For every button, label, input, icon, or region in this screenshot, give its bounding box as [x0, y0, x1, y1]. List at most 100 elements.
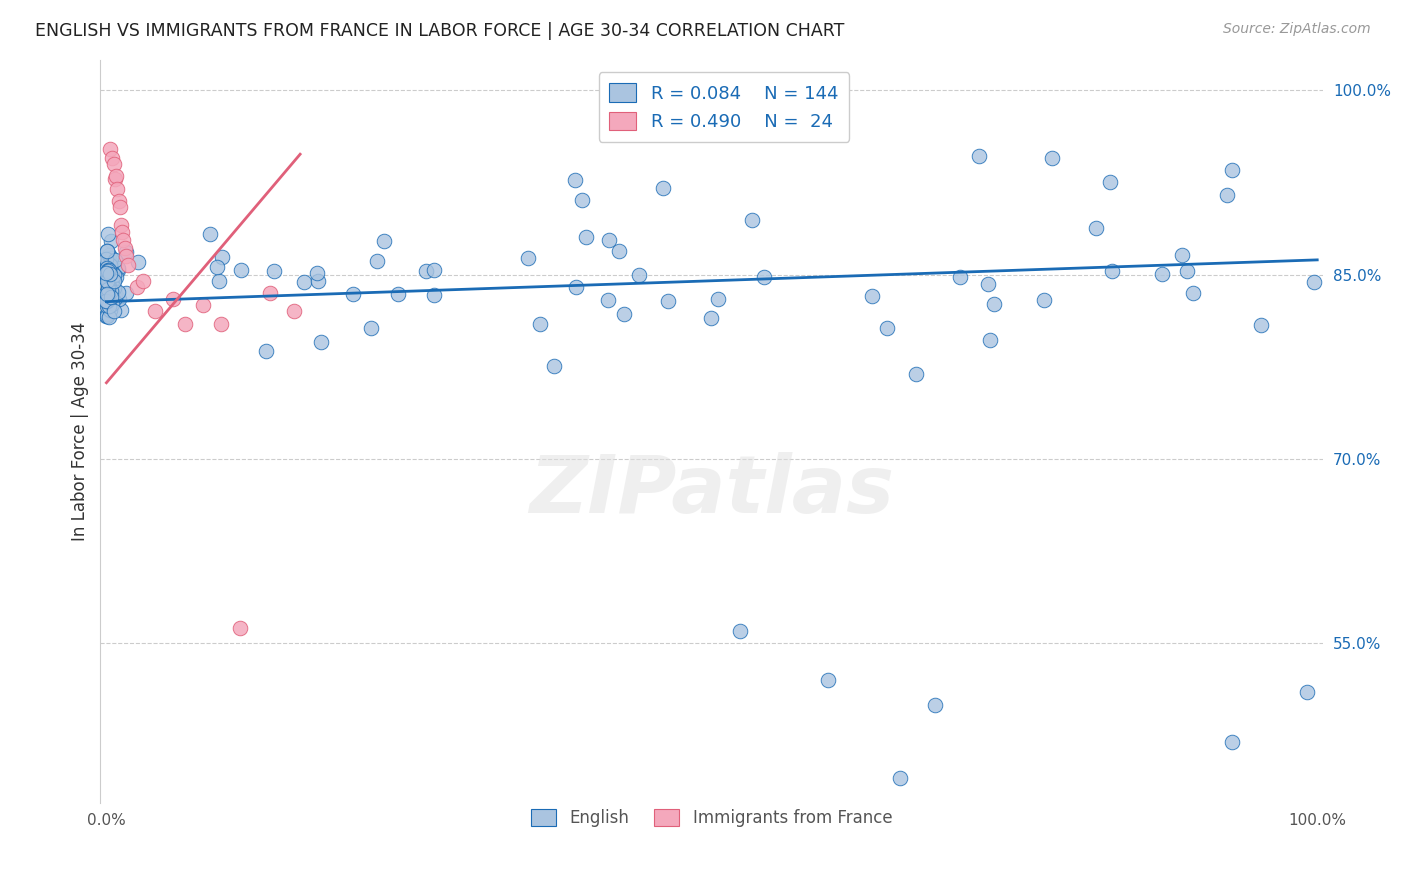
Point [97, 271, 120, 285]
Point [728, 624, 751, 638]
Point [103, 274, 125, 288]
Point [100, 272, 122, 286]
Point [104, 171, 127, 186]
Point [366, 254, 388, 268]
Point [96, 244, 118, 259]
Point [96, 260, 118, 275]
Point [211, 250, 233, 264]
Point [1296, 685, 1319, 699]
Point [193, 298, 215, 312]
Point [1040, 152, 1063, 166]
Point [967, 148, 990, 162]
Point [613, 307, 636, 321]
Point [111, 225, 134, 239]
Point [596, 293, 619, 307]
Point [309, 334, 332, 349]
Point [112, 233, 135, 247]
Point [96, 260, 118, 275]
Point [98, 299, 121, 313]
Point [108, 200, 131, 214]
Point [114, 241, 136, 255]
Point [207, 260, 229, 274]
Point [423, 263, 446, 277]
Point [977, 277, 1000, 292]
Point [97, 252, 120, 266]
Text: Source: ZipAtlas.com: Source: ZipAtlas.com [1223, 22, 1371, 37]
Point [100, 265, 122, 279]
Point [607, 244, 630, 258]
Point [96, 289, 118, 303]
Point [96, 292, 118, 306]
Point [125, 280, 148, 294]
Point [97, 260, 120, 274]
Point [96, 266, 118, 280]
Point [97, 274, 120, 288]
Point [97, 269, 120, 284]
Point [100, 284, 122, 298]
Point [97, 282, 120, 296]
Point [98, 310, 121, 324]
Point [700, 311, 723, 326]
Point [96, 265, 118, 279]
Point [292, 275, 315, 289]
Point [104, 286, 127, 301]
Point [104, 253, 127, 268]
Point [96, 297, 118, 311]
Point [96, 309, 118, 323]
Point [651, 181, 673, 195]
Point [979, 333, 1001, 347]
Point [422, 288, 444, 302]
Point [228, 622, 250, 636]
Point [97, 269, 120, 284]
Point [564, 173, 586, 187]
Point [96, 274, 118, 288]
Point [627, 268, 650, 283]
Point [1182, 285, 1205, 300]
Point [100, 290, 122, 304]
Point [132, 274, 155, 288]
Point [259, 286, 281, 301]
Point [860, 289, 883, 303]
Point [97, 280, 120, 294]
Point [96, 294, 118, 309]
Point [96, 309, 118, 323]
Text: ZIPatlas: ZIPatlas [529, 451, 894, 530]
Point [1098, 175, 1121, 189]
Point [657, 293, 679, 308]
Point [263, 264, 285, 278]
Legend: English, Immigrants from France: English, Immigrants from France [523, 801, 901, 836]
Point [96, 293, 118, 308]
Point [96, 244, 118, 258]
Point [924, 698, 946, 712]
Text: ENGLISH VS IMMIGRANTS FROM FRANCE IN LABOR FORCE | AGE 30-34 CORRELATION CHART: ENGLISH VS IMMIGRANTS FROM FRANCE IN LAB… [35, 22, 845, 40]
Point [1215, 188, 1237, 202]
Point [543, 359, 565, 373]
Point [97, 264, 120, 278]
Point [415, 264, 437, 278]
Point [229, 263, 252, 277]
Point [1175, 264, 1198, 278]
Point [107, 263, 129, 277]
Point [97, 286, 120, 301]
Point [307, 274, 329, 288]
Point [97, 279, 120, 293]
Point [283, 304, 305, 318]
Point [104, 291, 127, 305]
Point [110, 219, 132, 233]
Point [98, 258, 121, 272]
Point [564, 280, 586, 294]
Point [905, 367, 928, 381]
Point [517, 252, 540, 266]
Point [114, 244, 136, 259]
Point [107, 293, 129, 307]
Point [103, 268, 125, 282]
Point [529, 317, 551, 331]
Point [1101, 264, 1123, 278]
Point [98, 260, 121, 275]
Point [100, 234, 122, 248]
Point [96, 286, 118, 301]
Point [101, 151, 124, 165]
Point [1302, 275, 1324, 289]
Point [98, 267, 121, 281]
Point [598, 233, 620, 247]
